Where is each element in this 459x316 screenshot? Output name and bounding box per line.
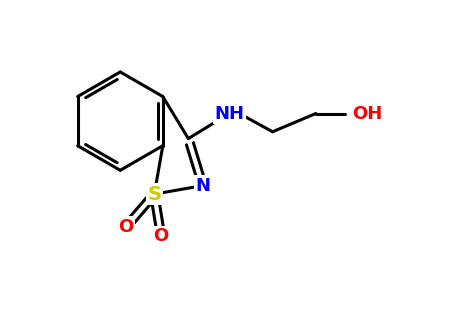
Text: O: O	[153, 227, 169, 245]
Text: N: N	[195, 177, 210, 195]
Text: NH: NH	[214, 105, 244, 123]
Text: O: O	[118, 218, 134, 236]
Text: S: S	[147, 185, 161, 204]
Text: OH: OH	[352, 105, 382, 123]
